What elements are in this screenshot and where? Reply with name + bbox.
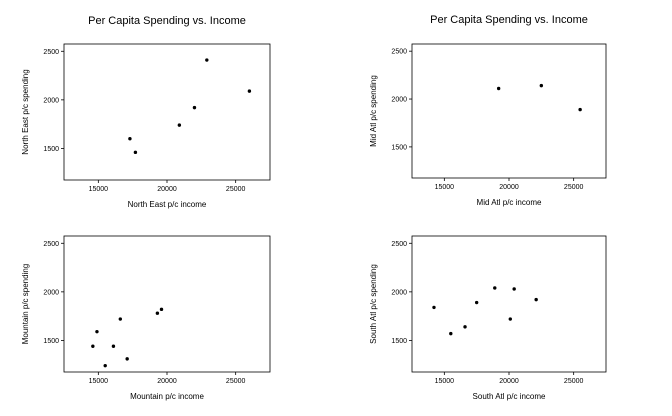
data-point bbox=[133, 150, 138, 155]
plot-frame bbox=[411, 43, 607, 179]
x-tick-label: 20000 bbox=[499, 378, 519, 385]
y-tick-label: 2000 bbox=[391, 97, 407, 104]
x-tick-label: 25000 bbox=[564, 184, 584, 191]
data-point bbox=[578, 107, 582, 112]
y-axis-label: Mid Atl p/c spending bbox=[369, 75, 378, 147]
data-point bbox=[508, 317, 512, 321]
x-tick-label: 15000 bbox=[89, 378, 109, 385]
data-point bbox=[95, 329, 99, 334]
y-tick-label: 2000 bbox=[43, 97, 59, 104]
data-point bbox=[205, 58, 209, 62]
data-point bbox=[512, 287, 516, 291]
x-axis-label: Mountain p/c income bbox=[130, 392, 204, 401]
x-tick-label: 15000 bbox=[89, 186, 109, 193]
data-point bbox=[111, 344, 116, 348]
data-point bbox=[128, 137, 132, 141]
y-tick-label: 2500 bbox=[43, 241, 59, 248]
data-point bbox=[432, 305, 436, 310]
x-tick-label: 15000 bbox=[435, 378, 455, 385]
x-axis-label: Mid Atl p/c income bbox=[477, 198, 542, 207]
y-tick-label: 1500 bbox=[391, 338, 407, 345]
y-axis-label: South Atl p/c spending bbox=[369, 264, 378, 344]
data-point bbox=[155, 311, 160, 315]
x-axis-label: North East p/c income bbox=[128, 200, 207, 209]
data-point bbox=[493, 286, 497, 290]
x-axis-label: South Atl p/c income bbox=[473, 392, 546, 401]
data-point bbox=[192, 105, 197, 110]
data-point bbox=[463, 325, 467, 329]
data-point bbox=[449, 331, 453, 336]
y-tick-label: 2500 bbox=[391, 49, 407, 56]
y-tick-label: 1500 bbox=[391, 144, 407, 151]
plot-frame bbox=[411, 235, 607, 373]
data-point bbox=[103, 363, 107, 368]
chart-title: Per Capita Spending vs. Income bbox=[88, 15, 246, 27]
data-point bbox=[91, 344, 95, 348]
data-point bbox=[539, 83, 544, 88]
chart-title: Per Capita Spending vs. Income bbox=[430, 14, 588, 26]
x-tick-label: 25000 bbox=[226, 378, 246, 385]
data-point bbox=[534, 297, 538, 302]
y-tick-label: 1500 bbox=[43, 338, 59, 345]
data-point bbox=[177, 123, 182, 127]
data-point bbox=[118, 317, 123, 321]
x-tick-label: 25000 bbox=[564, 378, 584, 385]
data-point bbox=[496, 86, 501, 91]
y-tick-label: 2000 bbox=[43, 289, 59, 296]
plot-frame bbox=[63, 43, 271, 181]
y-tick-label: 2500 bbox=[391, 241, 407, 248]
data-point bbox=[159, 307, 164, 312]
x-tick-label: 25000 bbox=[226, 186, 246, 193]
plot-frame bbox=[63, 235, 271, 373]
y-tick-label: 2000 bbox=[391, 289, 407, 296]
y-axis-label: Mountain p/c spending bbox=[21, 264, 30, 345]
y-tick-label: 1500 bbox=[43, 146, 59, 153]
x-tick-label: 20000 bbox=[499, 184, 519, 191]
y-axis-label: North East p/c spending bbox=[21, 69, 30, 154]
y-tick-label: 2500 bbox=[43, 49, 59, 56]
data-point bbox=[125, 357, 129, 361]
x-tick-label: 20000 bbox=[157, 186, 177, 193]
data-point bbox=[247, 89, 252, 93]
x-tick-label: 20000 bbox=[157, 378, 177, 385]
data-point bbox=[474, 300, 479, 305]
x-tick-label: 15000 bbox=[435, 184, 455, 191]
